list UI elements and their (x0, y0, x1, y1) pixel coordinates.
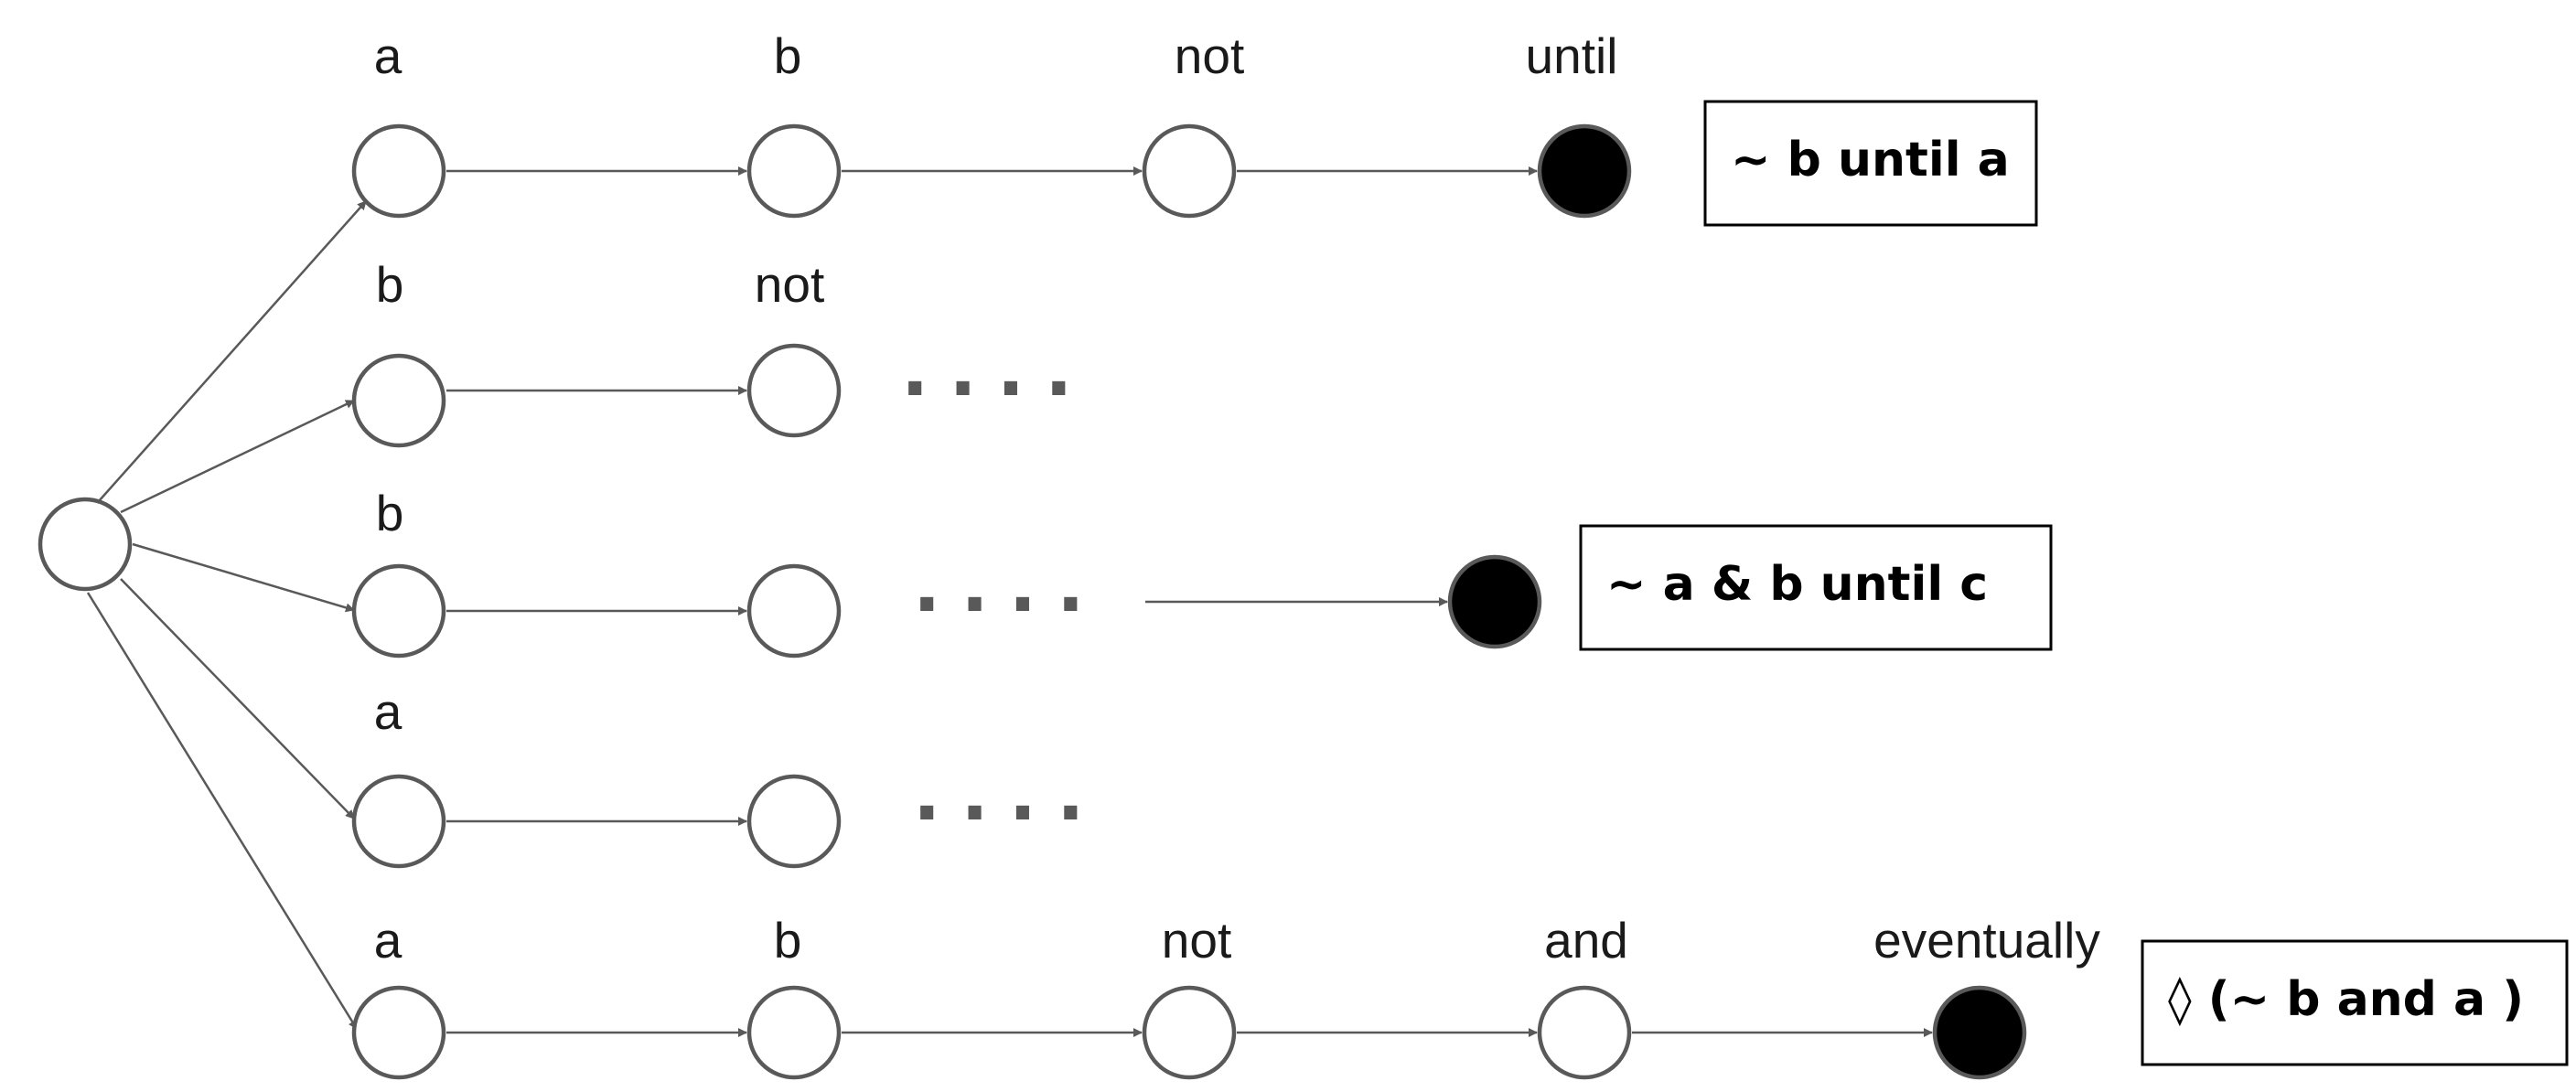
row2-node-1 (351, 353, 446, 448)
row5-result-box (2141, 939, 2569, 1066)
row3-node-2 (746, 563, 842, 658)
row2-node-2 (746, 343, 842, 438)
row3-result-box (1579, 524, 2053, 651)
row5-result-text: ◊ (~ b and a ) (2168, 972, 2524, 1027)
row-5: a b not and eventually ◊ (~ b and a ) (351, 912, 2569, 1080)
root-node (38, 497, 133, 592)
edge-root-row2 (120, 399, 355, 514)
row1-terminal-node (1537, 123, 1632, 219)
row4-node-2 (746, 774, 842, 869)
root-edges (86, 200, 367, 1030)
row2-continuation: .... (901, 327, 1093, 412)
row-3: b .... ~ a & b until c (351, 485, 2053, 658)
row1-label-2: b (774, 27, 802, 84)
row5-node-4 (1537, 985, 1632, 1080)
edge-root-row1 (98, 200, 367, 502)
row1-label-3: not (1175, 27, 1244, 84)
row3-terminal-node (1447, 554, 1542, 649)
row5-label-3: not (1162, 912, 1231, 969)
row1-node-3 (1142, 123, 1237, 219)
row5-label-5: eventually (1873, 912, 2100, 969)
row4-continuation: .... (913, 752, 1105, 837)
row4-label-1: a (374, 683, 402, 740)
row-1: a b not until ~ b until a (351, 27, 2038, 227)
row1-result-box (1703, 100, 2038, 227)
row1-label-1: a (374, 27, 402, 84)
row5-label-4: and (1544, 912, 1628, 969)
edge-root-row4 (120, 578, 355, 819)
row3-result-text: ~ a & b until c (1606, 557, 1988, 612)
edge-root-row5 (86, 592, 359, 1030)
row1-node-2 (746, 123, 842, 219)
row-4: a .... (351, 683, 1105, 869)
row1-result-text: ~ b until a (1731, 133, 2010, 187)
row5-node-2 (746, 985, 842, 1080)
row1-label-4: until (1526, 27, 1618, 84)
row4-node-1 (351, 774, 446, 869)
row1-node-1 (351, 123, 446, 219)
row3-label-1: b (376, 485, 404, 541)
row2-label-2: not (755, 256, 824, 313)
row5-node-3 (1142, 985, 1237, 1080)
row5-node-1 (351, 985, 446, 1080)
row3-continuation: .... (913, 543, 1105, 628)
row5-label-2: b (774, 912, 802, 969)
row5-label-1: a (374, 912, 402, 969)
row-2: b not .... (351, 256, 1093, 448)
row5-terminal-node (1932, 985, 2027, 1080)
row3-node-1 (351, 563, 446, 658)
row2-label-1: b (376, 256, 404, 313)
edge-root-row3 (132, 542, 355, 613)
